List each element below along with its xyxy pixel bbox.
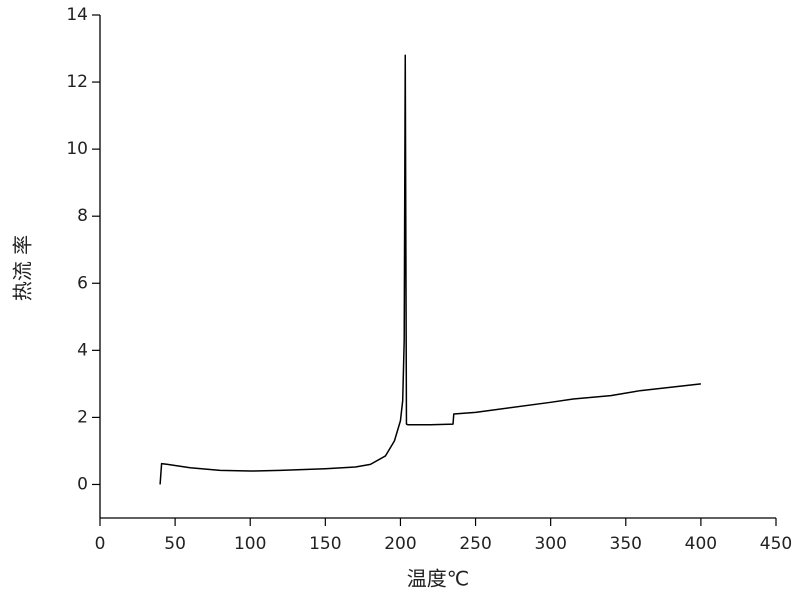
- y-tick-label: 6: [77, 273, 88, 293]
- x-tick-label: 350: [610, 534, 642, 554]
- x-tick-label: 450: [760, 534, 792, 554]
- y-tick-label: 2: [77, 407, 88, 427]
- x-tick-label: 50: [164, 534, 186, 554]
- x-tick-label: 250: [459, 534, 491, 554]
- y-tick-label: 0: [77, 474, 88, 494]
- y-tick-label: 10: [66, 139, 88, 159]
- x-tick-label: 200: [384, 534, 416, 554]
- y-tick-label: 14: [66, 5, 88, 25]
- y-tick-label: 8: [77, 206, 88, 226]
- x-tick-label: 100: [234, 534, 266, 554]
- data-line: [159, 54, 701, 485]
- y-axis-title: 热流 率: [11, 235, 35, 301]
- x-tick-label: 150: [309, 534, 341, 554]
- y-tick-label: 12: [66, 72, 88, 92]
- x-axis-title: 温度℃: [407, 567, 469, 591]
- y-tick-label: 4: [77, 340, 88, 360]
- x-tick-label: 0: [95, 534, 106, 554]
- x-tick-label: 400: [685, 534, 717, 554]
- x-tick-label: 300: [534, 534, 566, 554]
